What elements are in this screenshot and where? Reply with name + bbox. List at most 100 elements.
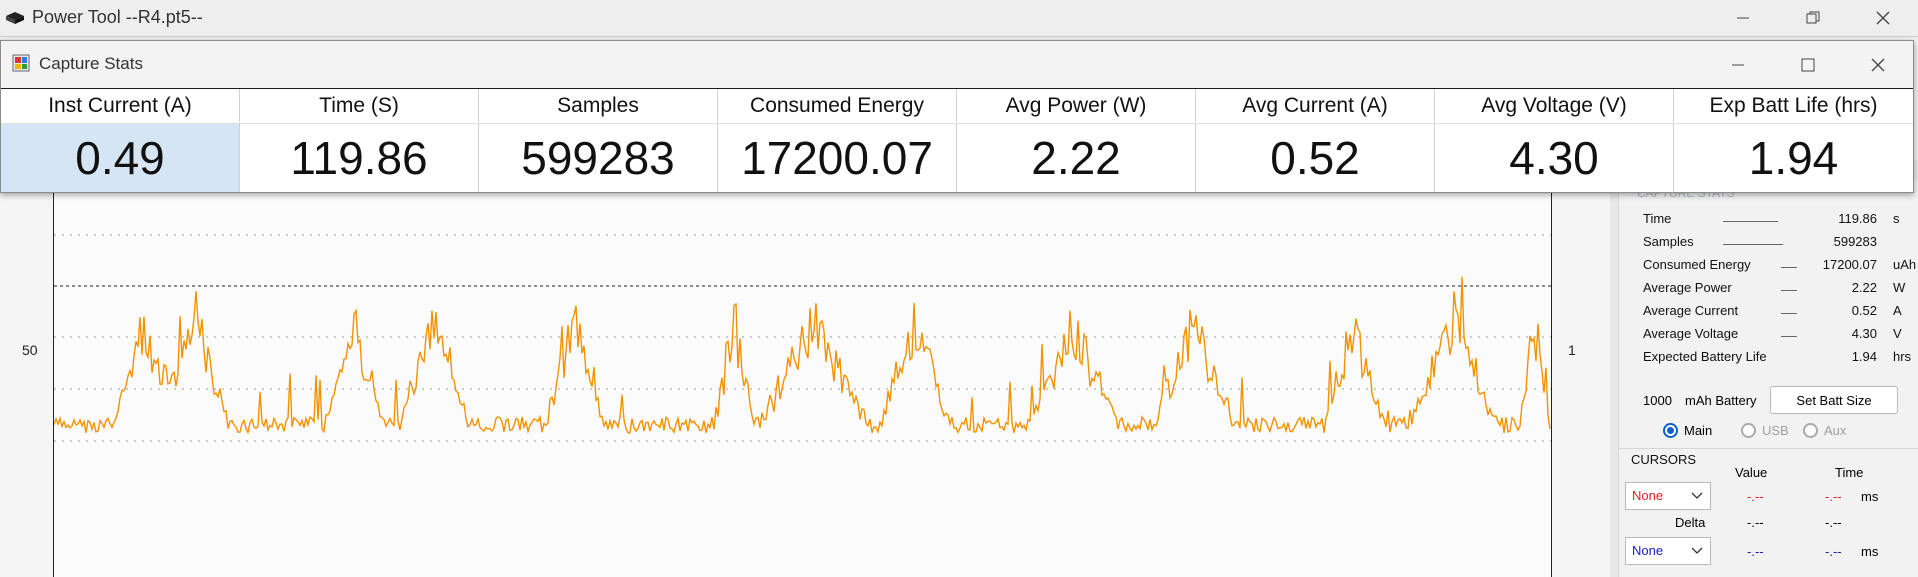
stat-unit: s bbox=[1893, 211, 1900, 226]
stat-row-average-voltage: Average Voltage 4.30 V bbox=[1643, 323, 1913, 345]
close-button[interactable] bbox=[1848, 0, 1918, 36]
stat-leader bbox=[1723, 244, 1783, 245]
radio-unselected-icon bbox=[1803, 423, 1818, 438]
stat-value: 2.22 bbox=[1851, 280, 1877, 295]
capture-stats-maximize-button[interactable] bbox=[1773, 41, 1843, 88]
stat-value: 1.94 bbox=[1851, 349, 1877, 364]
current-plot[interactable] bbox=[53, 160, 1552, 577]
close-icon bbox=[1871, 58, 1885, 71]
cursor2-unit: ms bbox=[1861, 544, 1879, 559]
stat-label: Average Current bbox=[1643, 303, 1739, 318]
stat-unit: A bbox=[1893, 303, 1902, 318]
stat-row-average-power: Average Power 2.22 W bbox=[1643, 277, 1913, 299]
stat-row-average-current: Average Current 0.52 A bbox=[1643, 300, 1913, 322]
stat-unit: uAh bbox=[1893, 257, 1917, 272]
stat-row-consumed-energy: Consumed Energy 17200.07 uAh bbox=[1643, 254, 1917, 276]
capture-stats-title-bar[interactable]: Capture Stats bbox=[1, 41, 1913, 89]
radio-unselected-icon bbox=[1741, 423, 1756, 438]
cursor2-select[interactable]: None bbox=[1625, 537, 1711, 565]
y-axis-right-label: 1 bbox=[1568, 342, 1576, 358]
chevron-down-icon bbox=[1690, 488, 1704, 505]
radio-label: Aux bbox=[1824, 423, 1847, 438]
app-icon bbox=[4, 10, 26, 31]
chevron-down-icon bbox=[1690, 543, 1704, 560]
radio-main[interactable]: Main bbox=[1663, 423, 1712, 438]
cursor1-time: -.-- bbox=[1825, 489, 1842, 504]
radio-aux[interactable]: Aux bbox=[1803, 423, 1846, 438]
stat-unit: W bbox=[1893, 280, 1906, 295]
stat-label: Samples bbox=[1643, 234, 1694, 249]
stat-value: 4.30 bbox=[1851, 326, 1877, 341]
minimize-button[interactable] bbox=[1708, 0, 1778, 36]
capture-stats-minimize-button[interactable] bbox=[1703, 41, 1773, 88]
stat-value: 599283 bbox=[1833, 234, 1877, 249]
minimize-icon bbox=[1737, 17, 1749, 19]
stat-leader bbox=[1781, 267, 1797, 268]
value-avg-voltage[interactable]: 4.30 bbox=[1435, 123, 1674, 192]
radio-usb[interactable]: USB bbox=[1741, 423, 1789, 438]
stat-row-samples: Samples 599283 bbox=[1643, 231, 1913, 253]
cursor1-select-value: None bbox=[1632, 488, 1664, 503]
cursors-time-header: Time bbox=[1835, 465, 1864, 480]
cursors-title: CURSORS bbox=[1631, 452, 1697, 467]
stat-label: Average Voltage bbox=[1643, 326, 1739, 341]
cursor1-unit: ms bbox=[1861, 489, 1879, 504]
close-icon bbox=[1876, 11, 1890, 25]
y-axis-left-label: 50 bbox=[22, 342, 38, 358]
stat-value: 0.52 bbox=[1851, 303, 1877, 318]
minimize-icon bbox=[1732, 64, 1744, 65]
stat-label: Consumed Energy bbox=[1643, 257, 1751, 272]
stat-row-time: Time 119.86 s bbox=[1643, 208, 1913, 230]
stat-row-expected-battery-life: Expected Battery Life 1.94 hrs bbox=[1643, 346, 1913, 368]
delta-time: -.-- bbox=[1825, 515, 1842, 530]
current-trace bbox=[54, 276, 1551, 435]
stat-unit: hrs bbox=[1893, 349, 1912, 364]
capture-stats-title: Capture Stats bbox=[39, 54, 143, 73]
right-panel: CAPTURE STATS Time 119.86 s Samples 5992… bbox=[1610, 160, 1918, 577]
stats-panel: CAPTURE STATS Time 119.86 s Samples 5992… bbox=[1618, 180, 1918, 577]
capture-stats-close-button[interactable] bbox=[1843, 41, 1913, 88]
delta-label: Delta bbox=[1675, 515, 1706, 530]
plot-canvas bbox=[54, 182, 1551, 442]
stat-value: 17200.07 bbox=[1822, 257, 1877, 272]
battery-capacity-value[interactable]: 1000 bbox=[1643, 393, 1672, 408]
window-title: Power Tool --R4.pt5-- bbox=[32, 7, 203, 27]
value-inst-current[interactable]: 0.49 bbox=[1, 123, 240, 192]
restore-icon bbox=[1806, 11, 1820, 24]
restore-button[interactable] bbox=[1778, 0, 1848, 36]
header-inst-current: Inst Current (A) bbox=[1, 89, 240, 122]
stat-leader bbox=[1781, 336, 1797, 337]
stat-leader bbox=[1723, 221, 1778, 222]
main-title-bar: Power Tool --R4.pt5-- bbox=[0, 0, 1918, 37]
value-samples[interactable]: 599283 bbox=[479, 123, 718, 192]
capture-stats-window: Capture Stats Inst Current (A) Time (S) … bbox=[0, 40, 1914, 193]
value-consumed-energy[interactable]: 17200.07 bbox=[718, 123, 957, 192]
stat-label: Expected Battery Life bbox=[1643, 349, 1767, 364]
stat-leader bbox=[1781, 313, 1797, 314]
value-time[interactable]: 119.86 bbox=[240, 123, 479, 192]
value-exp-batt-life[interactable]: 1.94 bbox=[1674, 123, 1913, 192]
stat-unit: V bbox=[1893, 326, 1902, 341]
maximize-icon bbox=[1801, 58, 1815, 71]
divider bbox=[1619, 448, 1918, 449]
capture-stats-app-icon bbox=[12, 54, 30, 77]
battery-unit-label: mAh Battery bbox=[1685, 393, 1757, 408]
cursor2-value: -.-- bbox=[1747, 544, 1764, 559]
cursor1-select[interactable]: None bbox=[1625, 482, 1711, 510]
header-avg-power: Avg Power (W) bbox=[957, 89, 1196, 122]
header-avg-voltage: Avg Voltage (V) bbox=[1435, 89, 1674, 122]
set-batt-size-button[interactable]: Set Batt Size bbox=[1770, 386, 1898, 414]
cursor2-select-value: None bbox=[1632, 543, 1664, 558]
cursors-value-header: Value bbox=[1735, 465, 1768, 480]
cursor2-time: -.-- bbox=[1825, 544, 1842, 559]
stat-label: Average Power bbox=[1643, 280, 1732, 295]
stat-leader bbox=[1781, 290, 1797, 291]
stat-value: 119.86 bbox=[1838, 211, 1877, 226]
value-avg-power[interactable]: 2.22 bbox=[957, 123, 1196, 192]
header-samples: Samples bbox=[479, 89, 718, 122]
header-consumed-energy: Consumed Energy bbox=[718, 89, 957, 122]
radio-selected-icon bbox=[1663, 423, 1678, 438]
radio-label: Main bbox=[1684, 423, 1713, 438]
value-avg-current[interactable]: 0.52 bbox=[1196, 123, 1435, 192]
header-exp-batt-life: Exp Batt Life (hrs) bbox=[1709, 93, 1878, 117]
